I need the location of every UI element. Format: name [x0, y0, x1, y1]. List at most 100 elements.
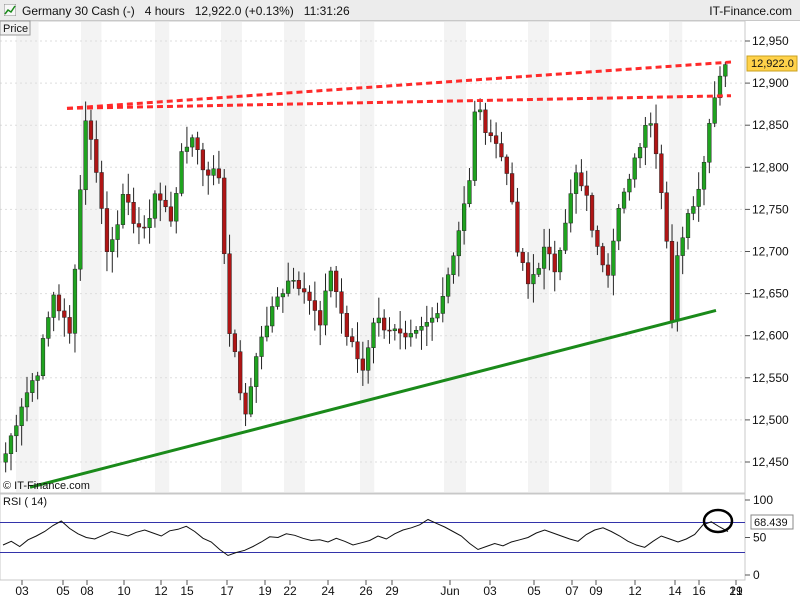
- candle-body: [600, 246, 605, 266]
- candle-body: [563, 222, 568, 251]
- watermark: © IT-Finance.com: [3, 480, 90, 492]
- x-tick-label: 12: [154, 584, 168, 598]
- session-stripe: [528, 22, 549, 492]
- time-axis: 03 05 08 10 12 15 17 19 22 24 26 29 Jun 03 05 07 09 12 14 1…: [15, 580, 743, 598]
- x-tick-label: 10: [117, 584, 131, 598]
- candle-body: [467, 180, 472, 205]
- candle-body: [83, 120, 88, 191]
- candle-body: [648, 123, 653, 126]
- candle-body: [680, 237, 685, 256]
- candle-body: [382, 317, 387, 331]
- candle-body: [24, 392, 30, 408]
- trendlines: [29, 60, 732, 489]
- candle-body: [392, 328, 397, 332]
- candle-body: [504, 156, 509, 174]
- x-tick-label: 14: [668, 584, 682, 598]
- candle-body: [531, 274, 536, 285]
- candle-body: [451, 255, 456, 275]
- price-label-box: [0, 20, 31, 36]
- candle-body: [712, 97, 717, 124]
- x-tick-label: 24: [321, 584, 335, 598]
- candle-body: [190, 137, 195, 148]
- candle-body: [56, 294, 62, 312]
- candle-body: [243, 392, 248, 415]
- x-tick-label: 21: [729, 584, 743, 598]
- candle-body: [238, 351, 243, 394]
- y-tick-label: 12,550: [752, 371, 789, 385]
- candle-body: [254, 356, 259, 387]
- candle-body: [509, 173, 515, 203]
- candle-body: [152, 193, 158, 219]
- session-stripes: [16, 22, 683, 492]
- candle-body: [424, 322, 429, 327]
- x-tick-label: 19: [729, 584, 743, 598]
- candle-body: [94, 139, 99, 173]
- candle-body: [318, 310, 323, 326]
- candle-body: [371, 322, 376, 348]
- last-price-tag: [746, 55, 798, 72]
- candle-body: [158, 193, 163, 201]
- candle-body: [691, 206, 696, 214]
- candle-body: [51, 294, 56, 318]
- candle-body: [701, 161, 707, 190]
- candle-body: [414, 329, 419, 334]
- candlestick-series: [3, 62, 728, 473]
- y-tick-label: 12,500: [752, 413, 789, 427]
- candle-body: [398, 328, 403, 334]
- candle-body: [669, 241, 675, 322]
- x-tick-label: 22: [283, 584, 297, 598]
- y-tick-label: 12,950: [752, 34, 789, 48]
- candle-body: [296, 280, 301, 289]
- candle-body: [131, 202, 136, 224]
- candle-body: [499, 143, 504, 158]
- candle-body: [355, 341, 360, 360]
- candle-body: [8, 435, 14, 454]
- candle-body: [195, 137, 200, 150]
- candle-body: [589, 195, 595, 231]
- candle-body: [440, 296, 445, 314]
- candle-body: [493, 135, 499, 144]
- rsi-axis: 0 50 100: [745, 493, 773, 582]
- candle-body: [520, 251, 525, 263]
- header-bar: Germany 30 Cash (-) 4 hours 12,922.0 (+0…: [0, 0, 800, 21]
- candle-body: [270, 306, 275, 327]
- candle-body: [174, 193, 179, 222]
- candle-body: [435, 313, 440, 319]
- y-tick-label: 12,700: [752, 245, 789, 259]
- rsi-panel-frame: [0, 493, 746, 581]
- x-tick-label: 08: [80, 584, 94, 598]
- x-tick-label: 19: [258, 584, 272, 598]
- candle-body: [419, 326, 424, 331]
- candle-body: [344, 313, 349, 337]
- header-title: Germany 30 Cash (-) 4 hours 12,922.0 (+0…: [22, 4, 350, 18]
- rsi-value-text: 68.439: [754, 517, 788, 529]
- y-tick-label: 12,850: [752, 118, 789, 132]
- candle-body: [3, 453, 8, 463]
- candle-body: [525, 262, 531, 285]
- x-tick-label: 03: [15, 584, 29, 598]
- candle-body: [323, 290, 328, 326]
- x-tick-label: 05: [56, 584, 70, 598]
- x-tick-label: 09: [589, 584, 603, 598]
- candle-body: [163, 199, 168, 208]
- y-tick-label: 12,800: [752, 160, 789, 174]
- last-price-text: 12,922.0: [751, 58, 794, 70]
- rsi-line: [2, 518, 729, 557]
- candle-body: [232, 333, 238, 352]
- candle-body: [334, 270, 339, 292]
- candle-body: [621, 191, 627, 209]
- candle-body: [280, 293, 285, 298]
- candle-body: [104, 208, 110, 252]
- candle-body: [147, 218, 152, 229]
- candle-body: [360, 358, 365, 371]
- candle-body: [40, 338, 46, 377]
- x-tick-label: 03: [483, 584, 497, 598]
- session-stripe: [360, 22, 375, 492]
- candle-body: [275, 296, 280, 307]
- rsi-y-tick-label: 0: [753, 568, 760, 582]
- candle-body: [115, 224, 120, 240]
- candle-body: [78, 189, 83, 270]
- x-tick-label: 15: [180, 584, 194, 598]
- rsi-y-tick-label: 50: [753, 531, 767, 545]
- y-tick-label: 12,450: [752, 455, 789, 469]
